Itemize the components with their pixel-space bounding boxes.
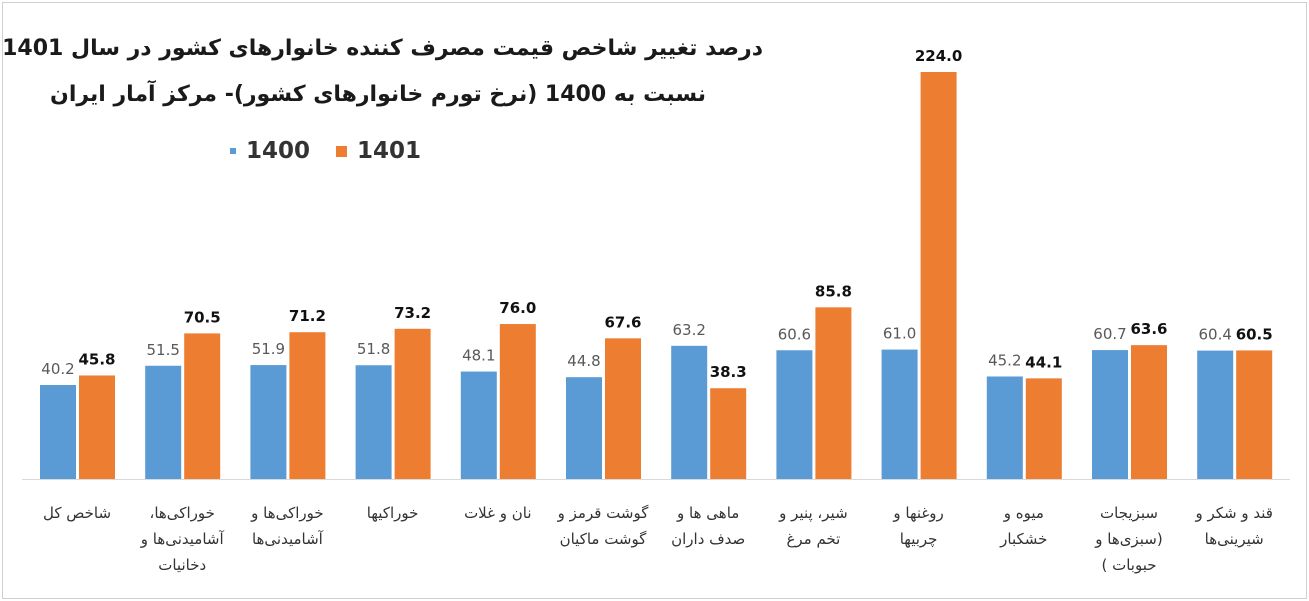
bar-1401-5 [499,324,536,479]
bar-1401-6 [605,338,641,479]
category-label-7-line-2: صدف داران [671,530,745,548]
bar-1400-8 [776,350,813,479]
category-label-6-line-1: گوشت قرمز و [557,504,650,522]
category-label-3-line-2: آشامیدنی‌ها [252,530,324,548]
category-label-11-line-3: حبوبات ) [1101,556,1156,574]
category-label-2-line-1: خوراکی‌ها، [149,504,214,522]
legend-marker-1401 [336,145,348,157]
category-label-11-line-2: (سبزی‌ها و [1094,530,1162,548]
chart-legend: 1400 1401 [230,138,447,164]
category-label-12-line-1: قند و شکر و [1194,504,1273,522]
category-label-8-line-2: تخم مرغ [786,530,840,548]
data-label-1401-11: 63.6 [1130,320,1167,338]
data-label-1401-7: 38.3 [710,363,747,381]
bar-1400-4 [355,365,392,479]
bar-1400-10 [986,376,1023,479]
bar-1400-11 [1092,350,1128,479]
bar-1400-3 [250,365,287,479]
category-label-12-line-2: شیرینی‌ها [1205,530,1264,548]
bar-1401-8 [815,307,852,479]
legend-item-1400: 1400 [230,138,310,164]
bar-1400-9 [881,349,918,479]
bar-1401-2 [184,333,221,479]
data-label-1400-2: 51.5 [146,341,179,359]
category-label-9-line-1: روغنها و [892,504,943,522]
data-label-1401-3: 71.2 [289,307,326,325]
data-label-1401-10: 44.1 [1025,353,1062,371]
data-label-1401-5: 76.0 [499,299,536,317]
data-label-1401-12: 60.5 [1236,325,1273,343]
category-label-2-line-2: آشامیدنی‌ها و [140,530,225,548]
category-label-10-line-1: میوه و [1003,504,1044,522]
bar-1401-10 [1025,378,1062,479]
data-label-1400-10: 45.2 [988,351,1021,369]
data-label-1400-6: 44.8 [567,352,600,370]
data-label-1400-1: 40.2 [41,360,74,378]
data-label-1400-4: 51.8 [357,340,390,358]
data-label-1401-2: 70.5 [184,308,221,326]
bar-1401-1 [79,375,115,479]
data-label-1401-1: 45.8 [78,350,115,368]
data-label-1400-11: 60.7 [1093,325,1126,343]
bar-1401-11 [1131,345,1167,479]
category-label-4-line-1: خوراکیها [367,504,419,522]
data-label-1400-7: 63.2 [672,321,705,339]
data-label-1400-8: 60.6 [778,325,811,343]
data-label-1400-9: 61.0 [883,325,916,343]
category-label-11-line-1: سبزیجات [1100,504,1158,522]
legend-label-1400: 1400 [246,138,311,164]
bar-1400-7 [671,345,708,479]
data-label-1401-8: 85.8 [815,282,852,300]
bar-1400-6 [566,377,602,479]
bar-1400-2 [145,365,182,479]
category-label-6-line-2: گوشت ماکیان [560,530,648,548]
data-label-1400-5: 48.1 [462,347,495,365]
data-label-1401-4: 73.2 [394,304,431,322]
legend-item-1401: 1401 [336,138,421,164]
category-label-8-line-1: شیر، پنیر و [778,504,848,523]
bar-1400-5 [460,371,497,479]
data-label-1401-6: 67.6 [604,313,641,331]
data-label-1400-3: 51.9 [252,340,285,358]
legend-marker-1400 [230,148,236,154]
category-label-10-line-2: خشکبار [999,530,1047,548]
category-label-5-line-1: نان و غلات [464,504,531,522]
legend-label-1401: 1401 [357,138,422,164]
category-label-2-line-3: دخانیات [158,556,206,574]
data-label-1400-12: 60.4 [1198,326,1231,344]
data-label-1401-9: 224.0 [915,47,962,65]
category-label-1-line-1: شاخص کل [43,504,111,522]
bar-1400-12 [1197,350,1234,479]
bar-1401-7 [710,388,747,479]
bar-1401-12 [1236,350,1273,479]
bar-1401-4 [394,328,431,479]
bar-1401-9 [920,72,957,479]
bar-1400-1 [40,384,76,479]
category-label-9-line-2: چربیها [900,530,938,548]
chart-title-line-2: نسبت به 1400 (نرخ تورم خانوارهای کشور)- … [50,82,706,107]
category-label-7-line-1: ماهی ها و [676,504,739,522]
bar-1401-3 [289,332,326,479]
chart-title-line-1: درصد تغییر شاخص قیمت مصرف کننده خانوارها… [2,36,763,61]
category-label-3-line-1: خوراکی‌ها و [250,504,324,522]
